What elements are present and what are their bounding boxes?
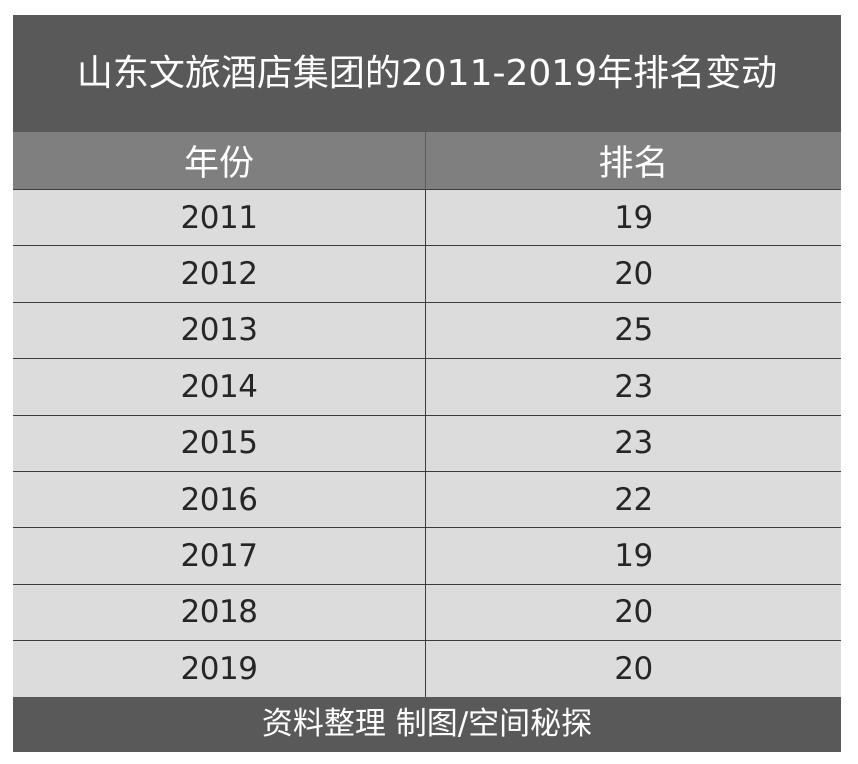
year-cell: 2019	[13, 641, 426, 697]
rank-cell: 23	[614, 368, 653, 405]
ranking-table: 年份 排名 2011 19 2012 20 2013 25 2014 23 20…	[13, 132, 841, 697]
rank-cell: 19	[614, 199, 653, 236]
rank-cell: 20	[614, 650, 653, 687]
rank-cell: 25	[614, 312, 653, 349]
table-row: 2013 25	[13, 301, 841, 359]
table-header-row: 年份 排名	[13, 132, 841, 189]
year-cell: 2018	[13, 584, 426, 641]
header-year: 年份	[13, 132, 426, 189]
rank-cell: 20	[614, 256, 653, 293]
year-cell: 2012	[13, 246, 426, 302]
table-title: 山东文旅酒店集团的2011-2019年排名变动	[13, 15, 841, 132]
year-cell: 2013	[13, 302, 426, 359]
year-cell: 2011	[13, 190, 426, 246]
table-row: 2019 20	[13, 640, 841, 697]
table-row: 2012 20	[13, 245, 841, 302]
table-row: 2014 23	[13, 358, 841, 415]
year-cell: 2016	[13, 471, 426, 528]
table-row: 2017 19	[13, 527, 841, 584]
year-cell: 2015	[13, 415, 426, 471]
rank-cell: 20	[614, 594, 653, 631]
year-cell: 2017	[13, 528, 426, 584]
ranking-table-card: 山东文旅酒店集团的2011-2019年排名变动 年份 排名 2011 19 20…	[13, 15, 841, 752]
table-row: 2018 20	[13, 583, 841, 641]
table-row: 2011 19	[13, 189, 841, 246]
header-rank: 排名	[598, 144, 669, 184]
rank-cell: 23	[614, 425, 653, 462]
rank-cell: 19	[614, 538, 653, 575]
table-footer-credit: 资料整理 制图/空间秘探	[13, 697, 841, 752]
table-row: 2015 23	[13, 414, 841, 471]
table-row: 2016 22	[13, 470, 841, 528]
rank-cell: 22	[614, 481, 653, 518]
year-cell: 2014	[13, 359, 426, 415]
